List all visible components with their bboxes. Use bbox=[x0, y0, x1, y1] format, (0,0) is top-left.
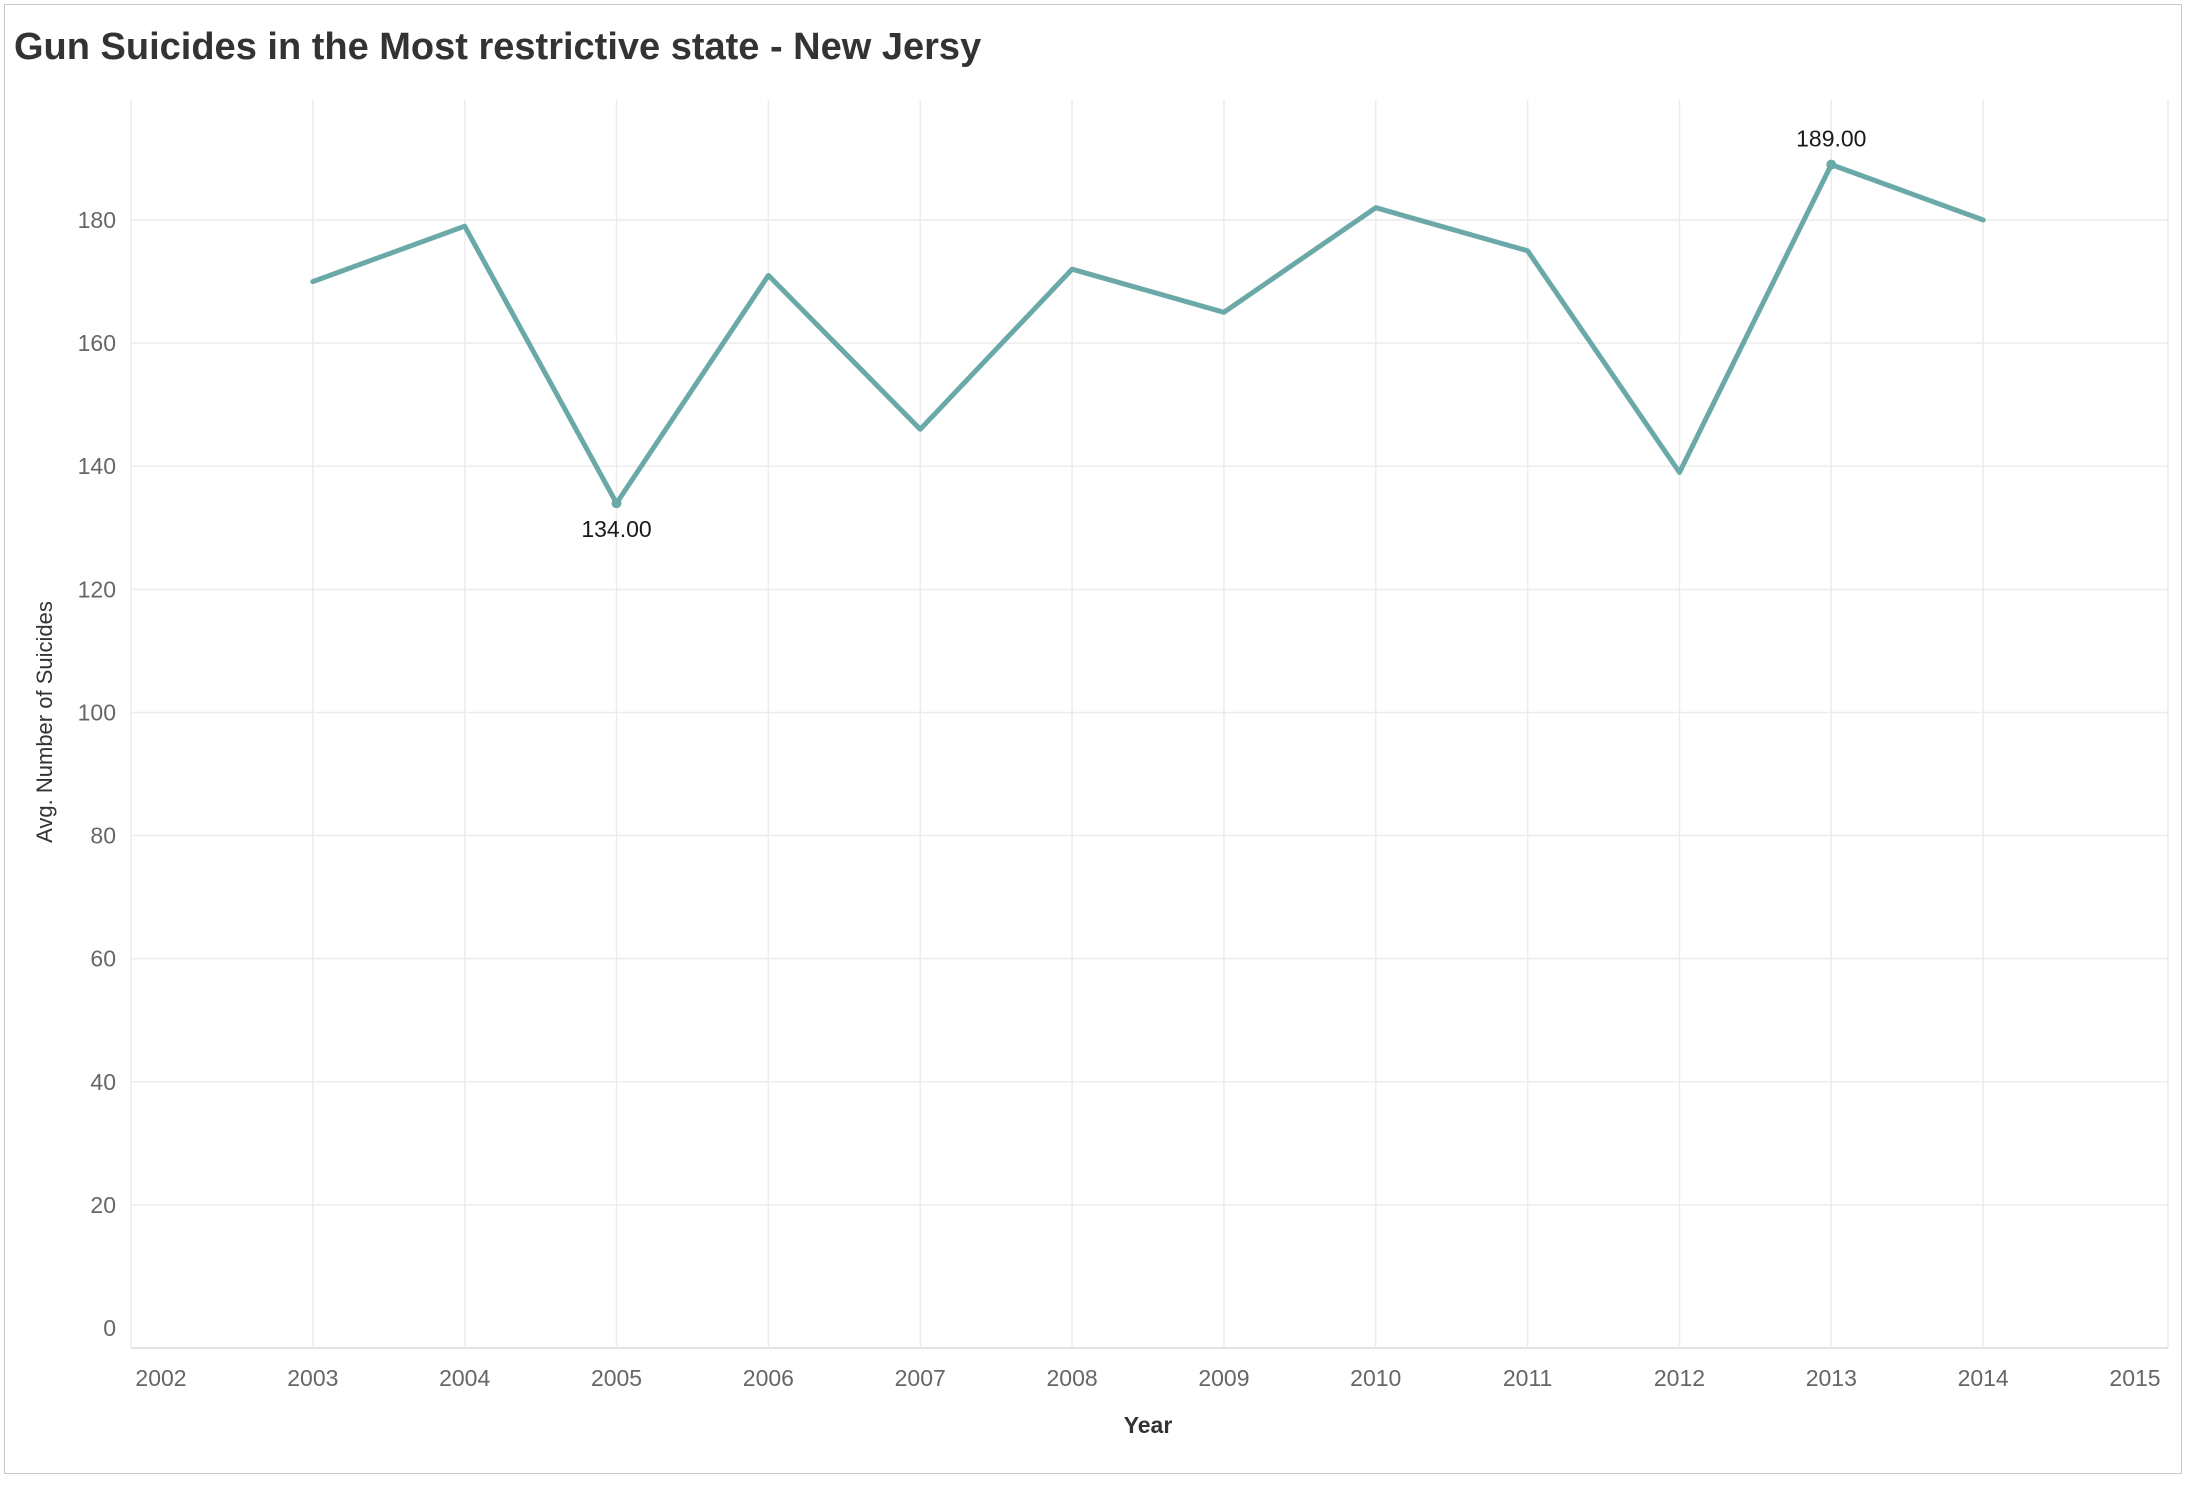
x-axis-ticks: 2002 2003 2004 2005 2006 2007 2008 2009 2010 2011… bbox=[135, 1365, 2160, 1391]
data-point-marker bbox=[611, 498, 622, 509]
y-tick-label: 80 bbox=[90, 823, 116, 849]
data-label: 189.00 bbox=[1796, 126, 1866, 152]
y-tick-label: 0 bbox=[103, 1315, 116, 1341]
y-tick-label: 180 bbox=[78, 207, 116, 233]
y-tick-label: 160 bbox=[78, 330, 116, 356]
x-tick-label: 2014 bbox=[1958, 1365, 2009, 1391]
chart-frame bbox=[4, 4, 2182, 1474]
y-tick-label: 40 bbox=[90, 1069, 116, 1095]
x-tick-label: 2003 bbox=[287, 1365, 338, 1391]
data-label: 134.00 bbox=[581, 516, 651, 542]
data-point-marker bbox=[1826, 159, 1837, 170]
chart-title: Gun Suicides in the Most restrictive sta… bbox=[14, 26, 982, 68]
series-layer bbox=[310, 162, 1986, 506]
x-tick-label: 2010 bbox=[1350, 1365, 1401, 1391]
x-axis-title: Year bbox=[1124, 1412, 1173, 1438]
y-tick-label: 120 bbox=[78, 576, 116, 602]
x-tick-label: 2005 bbox=[591, 1365, 642, 1391]
y-tick-label: 140 bbox=[78, 453, 116, 479]
gridlines bbox=[130, 100, 2169, 1349]
x-tick-label: 2009 bbox=[1198, 1365, 1249, 1391]
y-tick-label: 60 bbox=[90, 946, 116, 972]
x-tick-label: 2011 bbox=[1503, 1365, 1552, 1391]
x-tick-label: 2015 bbox=[2109, 1365, 2160, 1391]
x-tick-label: 2006 bbox=[743, 1365, 794, 1391]
x-tick-label: 2007 bbox=[895, 1365, 946, 1391]
y-tick-label: 20 bbox=[90, 1192, 116, 1218]
x-tick-label: 2008 bbox=[1046, 1365, 1097, 1391]
x-tick-label: 2002 bbox=[135, 1365, 186, 1391]
x-tick-label: 2013 bbox=[1806, 1365, 1857, 1391]
y-axis-title: Avg. Number of Suicides bbox=[32, 601, 57, 843]
y-tick-label: 100 bbox=[78, 699, 116, 725]
data-markers bbox=[611, 159, 1837, 509]
x-tick-label: 2012 bbox=[1654, 1365, 1705, 1391]
y-axis-ticks: 0 20 40 60 80 100 120 140 160 180 bbox=[78, 207, 116, 1341]
x-tick-label: 2004 bbox=[439, 1365, 490, 1391]
data-labels: 134.00 189.00 bbox=[581, 126, 1866, 543]
series-line bbox=[310, 162, 1986, 506]
